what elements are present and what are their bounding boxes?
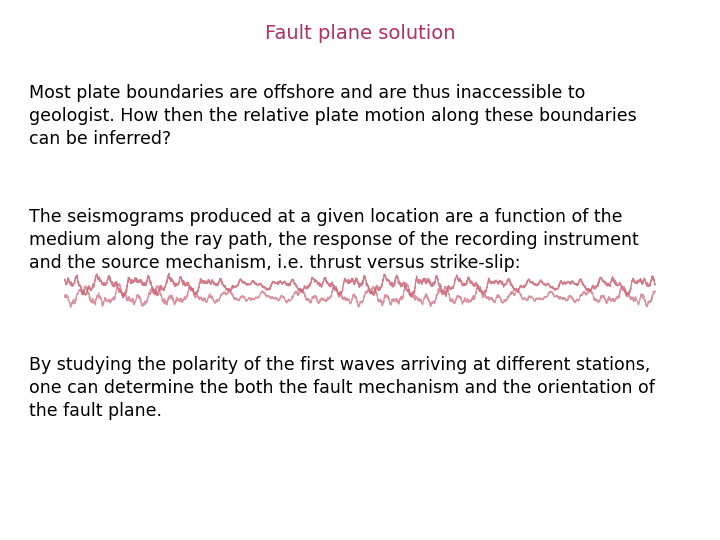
- Text: By studying the polarity of the first waves arriving at different stations,
one : By studying the polarity of the first wa…: [29, 356, 654, 420]
- Text: The seismograms produced at a given location are a function of the
medium along : The seismograms produced at a given loca…: [29, 208, 639, 272]
- Text: Fault plane solution: Fault plane solution: [265, 24, 455, 43]
- Text: Most plate boundaries are offshore and are thus inaccessible to
geologist. How t: Most plate boundaries are offshore and a…: [29, 84, 636, 147]
